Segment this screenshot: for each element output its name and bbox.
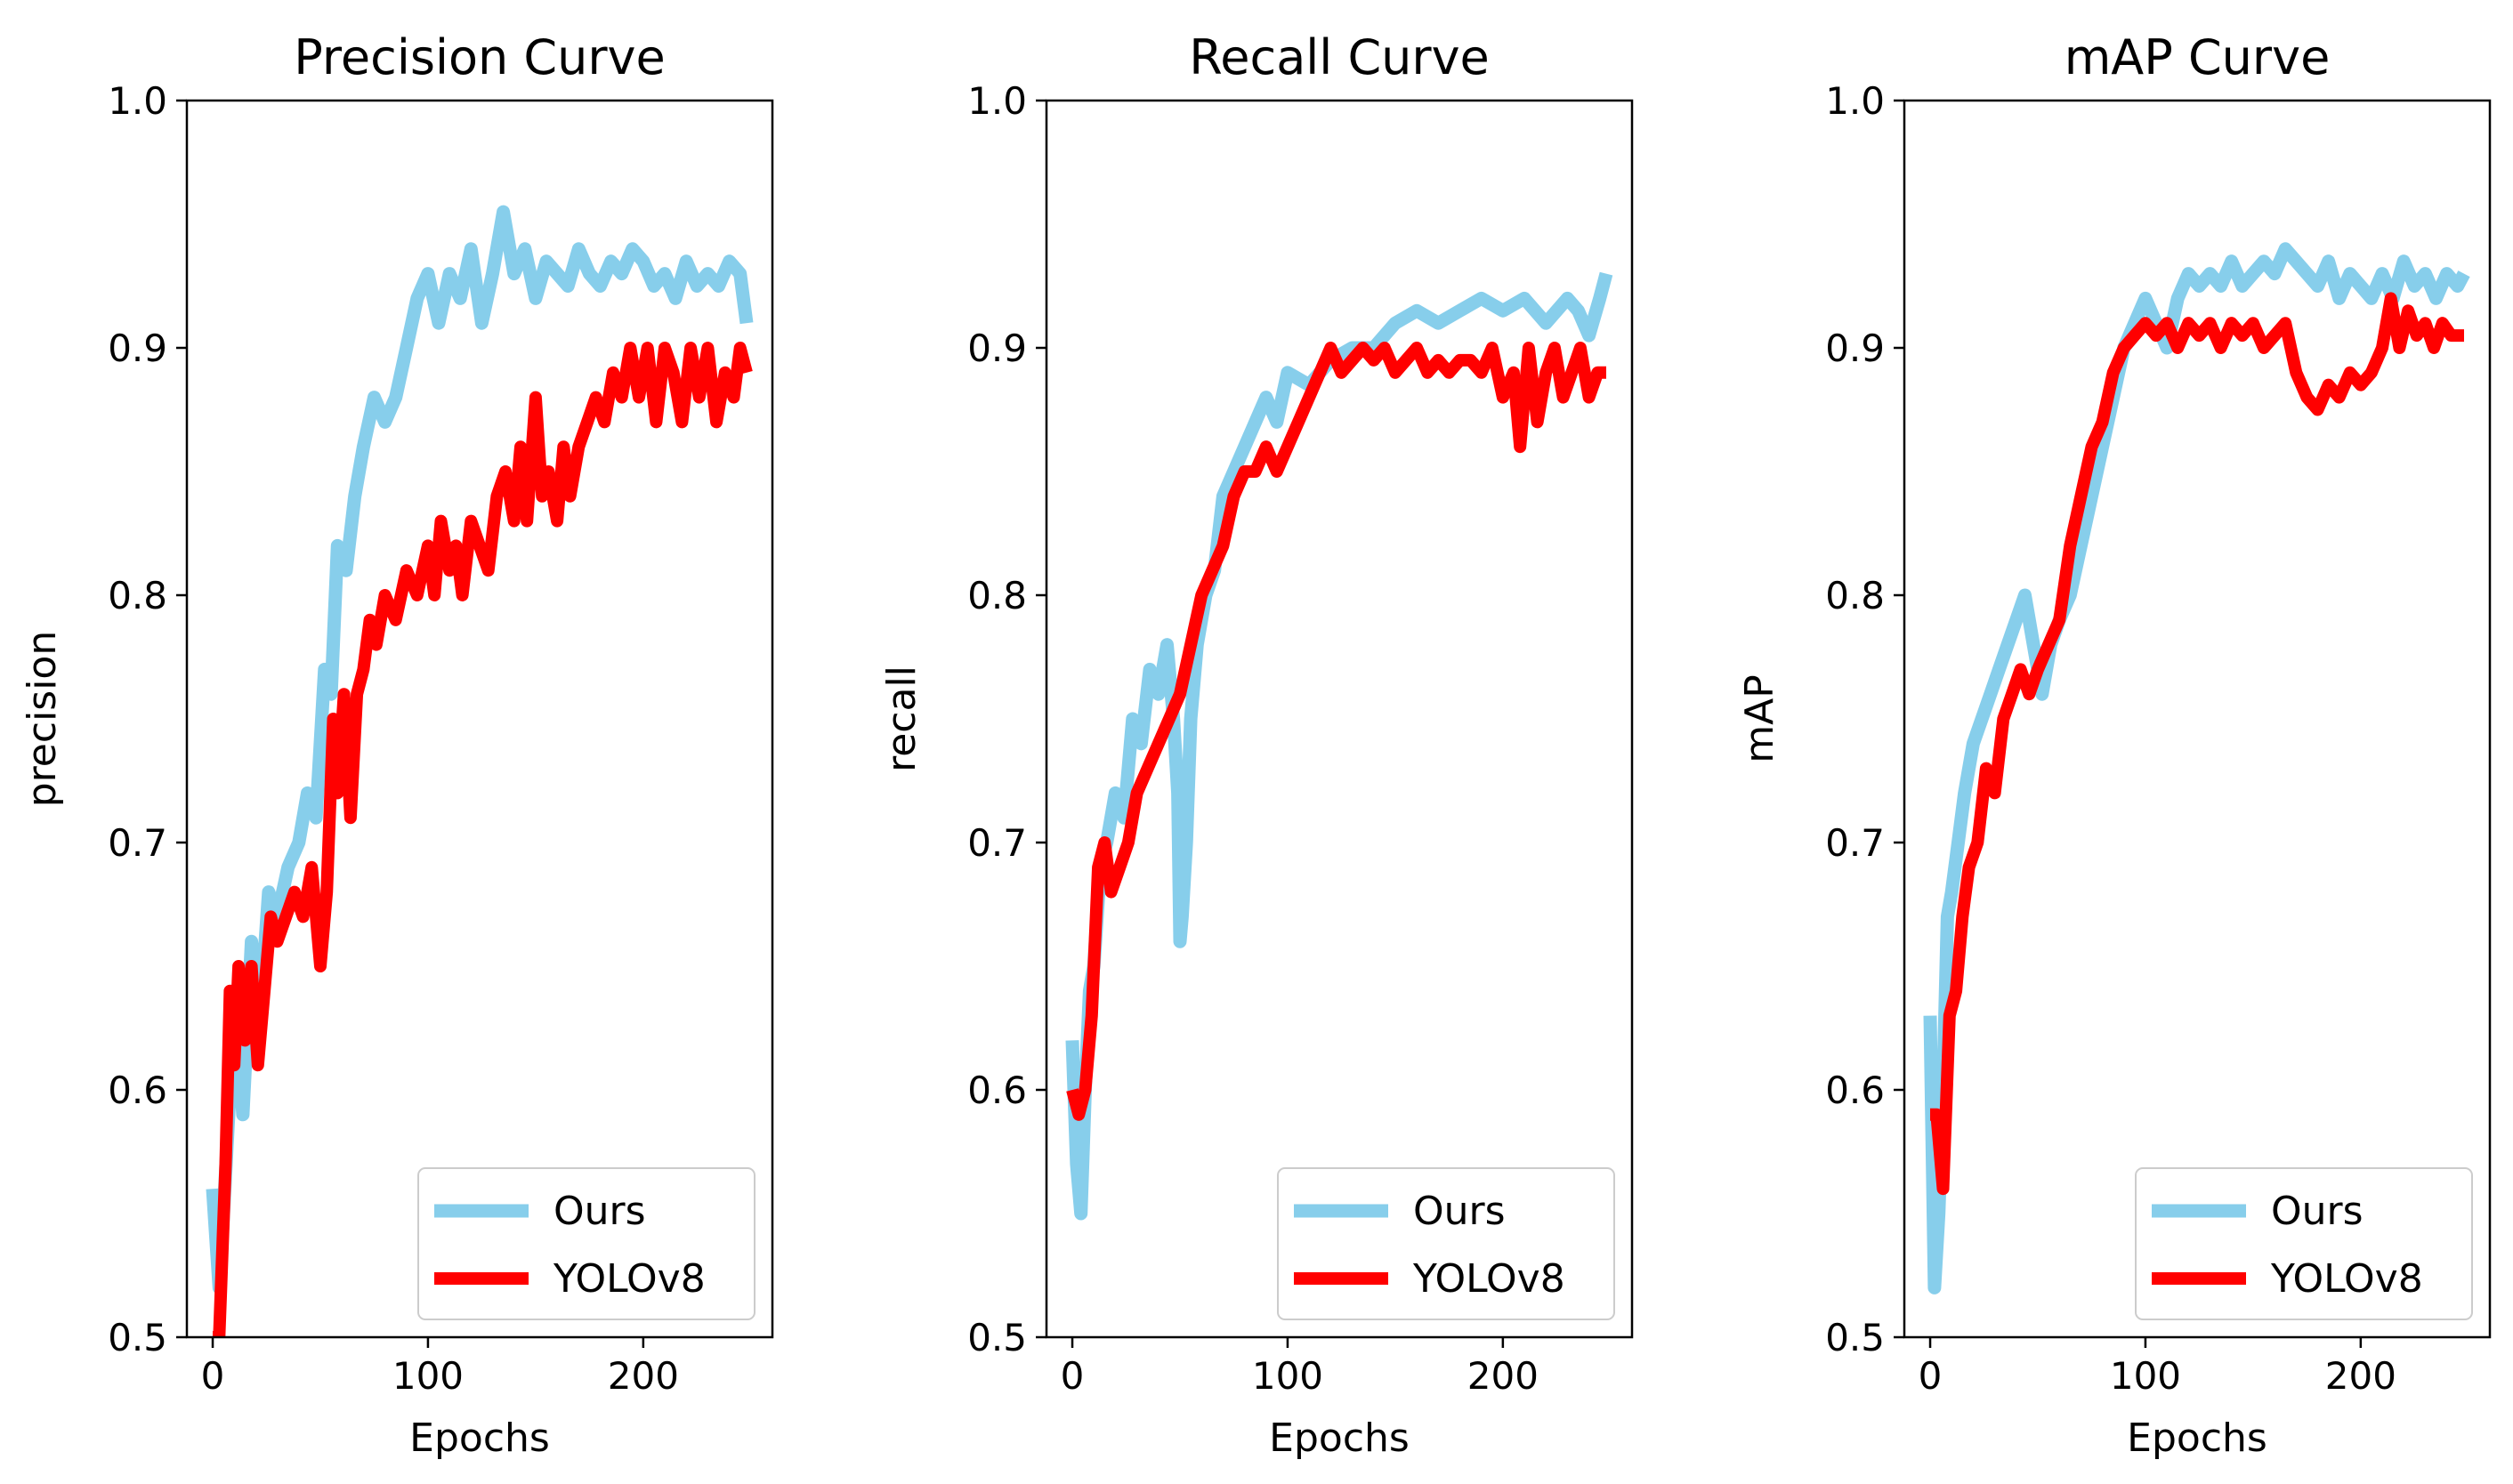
chart-title: mAP Curve bbox=[2065, 29, 2331, 85]
x-tick-label: 200 bbox=[608, 1354, 679, 1398]
x-tick-label: 100 bbox=[2110, 1354, 2181, 1398]
y-tick-label: 0.9 bbox=[108, 327, 167, 370]
x-tick-label: 200 bbox=[2325, 1354, 2396, 1398]
y-tick-label: 0.9 bbox=[1825, 327, 1885, 370]
x-tick-label: 0 bbox=[1061, 1354, 1085, 1398]
y-tick-label: 0.6 bbox=[108, 1069, 167, 1112]
series-line-ours bbox=[1065, 271, 1613, 1221]
series-line-yolov8 bbox=[213, 342, 753, 1337]
x-tick-label: 0 bbox=[201, 1354, 225, 1398]
chart-title: Recall Curve bbox=[1189, 29, 1490, 85]
x-axis-label: Epochs bbox=[409, 1415, 550, 1461]
series-line-yolov8 bbox=[1930, 292, 2464, 1196]
plot-area bbox=[1065, 271, 1613, 1221]
legend: Ours YOLOv8 bbox=[1277, 1167, 1615, 1320]
y-tick-label: 0.8 bbox=[1825, 574, 1885, 617]
legend-label-ours: Ours bbox=[1413, 1189, 1506, 1234]
axes-frame bbox=[185, 99, 774, 1339]
y-tick-label: 0.5 bbox=[967, 1316, 1027, 1359]
legend-label-ours: Ours bbox=[554, 1189, 646, 1234]
plot-area bbox=[206, 205, 754, 1337]
y-tick-label: 0.9 bbox=[967, 327, 1027, 370]
y-axis-label: mAP bbox=[1737, 674, 1782, 763]
axes-frame bbox=[1903, 99, 2492, 1339]
axes-frame bbox=[1045, 99, 1634, 1339]
legend-label-yolov8: YOLOv8 bbox=[553, 1256, 706, 1302]
y-tick-label: 0.7 bbox=[967, 821, 1027, 865]
chart-panel-1: 0 100 200 0.5 0.6 0.7 0.8 0.9 1.0 Precision Curve… bbox=[20, 29, 774, 1461]
legend-label-ours: Ours bbox=[2271, 1189, 2364, 1234]
y-axis-label: recall bbox=[879, 665, 925, 772]
y-tick-label: 0.5 bbox=[108, 1316, 167, 1359]
y-tick-label: 0.6 bbox=[967, 1069, 1027, 1112]
y-tick-label: 1.0 bbox=[108, 79, 167, 123]
legend-label-yolov8: YOLOv8 bbox=[1412, 1256, 1565, 1302]
y-tick-label: 1.0 bbox=[1825, 79, 1885, 123]
series-line-ours bbox=[206, 205, 754, 1294]
y-tick-label: 0.7 bbox=[1825, 821, 1885, 865]
x-tick-label: 100 bbox=[1252, 1354, 1323, 1398]
y-tick-label: 0.5 bbox=[1825, 1316, 1885, 1359]
legend: Ours YOLOv8 bbox=[2135, 1167, 2473, 1320]
y-tick-label: 0.8 bbox=[108, 574, 167, 617]
x-tick-label: 100 bbox=[392, 1354, 464, 1398]
y-tick-label: 0.7 bbox=[108, 821, 167, 865]
plot-area bbox=[1923, 242, 2470, 1294]
y-tick-label: 0.8 bbox=[967, 574, 1027, 617]
y-axis-label: precision bbox=[20, 631, 65, 808]
series-line-ours bbox=[1923, 242, 2470, 1294]
series-line-yolov8 bbox=[1066, 342, 1606, 1121]
x-axis-label: Epochs bbox=[1269, 1415, 1410, 1461]
y-tick-label: 1.0 bbox=[967, 79, 1027, 123]
x-tick-label: 0 bbox=[1919, 1354, 1943, 1398]
legend-label-yolov8: YOLOv8 bbox=[2270, 1256, 2423, 1302]
legend: Ours YOLOv8 bbox=[417, 1167, 756, 1320]
chart-panel-2: 0 100 200 0.5 0.6 0.7 0.8 0.9 1.0 Recall Curve Epo… bbox=[879, 29, 1634, 1461]
chart-panel-3: 0 100 200 0.5 0.6 0.7 0.8 0.9 1.0 mAP Curve Epochs… bbox=[1737, 29, 2492, 1461]
x-tick-label: 200 bbox=[1467, 1354, 1539, 1398]
y-tick-label: 0.6 bbox=[1825, 1069, 1885, 1112]
chart-title: Precision Curve bbox=[294, 29, 665, 85]
x-axis-label: Epochs bbox=[2127, 1415, 2267, 1461]
